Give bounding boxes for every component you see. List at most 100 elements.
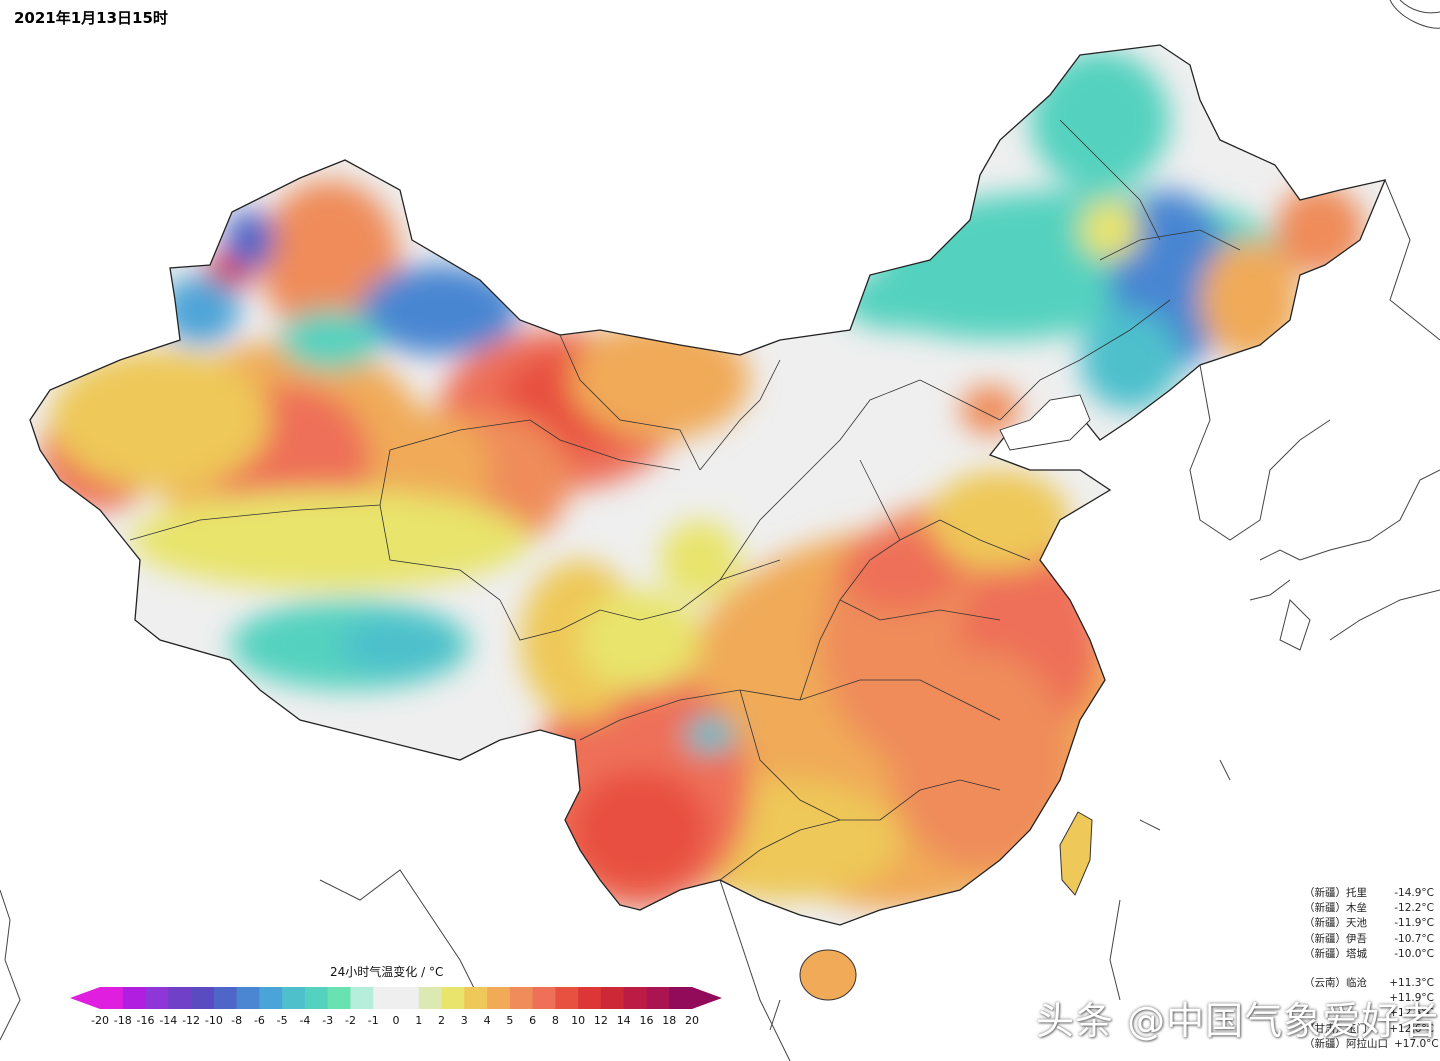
station-region: （新疆） xyxy=(1304,947,1346,960)
legend-swatch xyxy=(168,987,192,1009)
legend-swatch xyxy=(441,987,465,1009)
station-value: +11.9°C xyxy=(1389,992,1434,1005)
legend-swatch xyxy=(213,987,238,1009)
station-value: -10.7°C xyxy=(1394,932,1434,945)
station-region: （新疆） xyxy=(1304,1037,1346,1050)
legend-swatch xyxy=(669,987,693,1009)
legend-swatch xyxy=(555,987,579,1009)
legend-tick-label: 6 xyxy=(529,1014,537,1027)
legend-title: 24小时气温变化 / °C xyxy=(330,965,444,979)
station-row: +12.5°C xyxy=(1304,1006,1434,1021)
legend-tick-label: -2 xyxy=(344,1014,356,1027)
legend-tick-label: -8 xyxy=(231,1014,243,1027)
legend-tick-label: 10 xyxy=(571,1014,586,1027)
station-label: 临沧 xyxy=(1346,977,1367,990)
hainan-island xyxy=(799,949,857,1001)
legend-tick-label: 18 xyxy=(662,1014,677,1027)
station-region: （新疆） xyxy=(1304,902,1346,915)
legend-swatch xyxy=(532,987,556,1009)
station-row: （新疆）塔城 -10.0°C xyxy=(1304,947,1434,962)
legend-tick-label: -18 xyxy=(113,1014,132,1027)
legend-tick-label: 12 xyxy=(593,1014,608,1027)
station-name: （云南）临沧 xyxy=(1304,976,1373,991)
station-name: （甘肃）玉门 xyxy=(1304,1022,1373,1037)
timestamp-label: 2021年1月13日15时 xyxy=(14,9,168,27)
legend-swatch xyxy=(191,987,215,1009)
legend-swatch xyxy=(600,987,625,1009)
legend-tick-label: -14 xyxy=(159,1014,178,1027)
legend-tick-label: -20 xyxy=(91,1014,109,1027)
station-label: 玉门 xyxy=(1346,1022,1367,1035)
station-row: （新疆）木垒 -12.2°C xyxy=(1304,901,1434,916)
legend-tick-label: -16 xyxy=(136,1014,155,1027)
legend-tick-label: 2 xyxy=(438,1014,446,1027)
legend-labels: -20 -18 -16 -14 -12 -10 -8 -6 -5 -4 -3 -2 -1 0 1 2 3 4 5 6 8… xyxy=(70,1014,722,1030)
legend-tick-label: 20 xyxy=(685,1014,699,1027)
legend-swatch xyxy=(509,987,534,1009)
legend-tick-label: 3 xyxy=(460,1014,468,1027)
station-value: +12.6°C xyxy=(1389,1022,1434,1035)
legend-tick-label: -4 xyxy=(299,1014,311,1027)
legend-tick-label: 8 xyxy=(551,1014,559,1027)
station-value: -11.9°C xyxy=(1394,917,1434,930)
legend-swatch xyxy=(304,987,329,1009)
station-label: 阿拉山口 xyxy=(1346,1037,1388,1050)
station-name: （新疆）木垒 xyxy=(1304,901,1373,916)
legend-tick-label: 5 xyxy=(506,1014,514,1027)
station-label: 天池 xyxy=(1346,917,1367,930)
station-row: +11.9°C xyxy=(1304,991,1434,1006)
color-legend-bar xyxy=(70,987,722,1009)
legend-swatch xyxy=(487,987,511,1009)
station-name: （新疆）托里 xyxy=(1304,886,1373,901)
station-name: （新疆）天池 xyxy=(1304,916,1373,931)
station-region: （甘肃） xyxy=(1304,1022,1346,1035)
province-borders xyxy=(129,119,1241,881)
temperature-field xyxy=(40,50,1365,910)
station-value: -10.0°C xyxy=(1394,947,1434,960)
legend-swatch xyxy=(396,987,420,1009)
legend-swatch xyxy=(646,987,670,1009)
station-extremes: （新疆）托里 -14.9°C （新疆）木垒 -12.2°C （新疆）天池 -11.9°C （… xyxy=(1304,886,1439,1052)
station-label: 托里 xyxy=(1346,887,1367,899)
legend-tick-label: 0 xyxy=(392,1014,400,1027)
legend-swatch xyxy=(100,987,124,1009)
station-label: 木垒 xyxy=(1346,902,1367,915)
station-value: +12.5°C xyxy=(1389,1007,1434,1020)
station-value: +11.3°C xyxy=(1389,977,1434,990)
legend-swatch xyxy=(122,987,147,1009)
station-label: 塔城 xyxy=(1346,947,1367,960)
station-name: （新疆）伊吾 xyxy=(1304,932,1373,947)
legend-tick-label: 4 xyxy=(483,1014,491,1027)
legend-swatch xyxy=(327,987,351,1009)
legend-swatch xyxy=(464,987,488,1009)
legend-tick-label: -1 xyxy=(367,1014,379,1027)
station-region: （新疆） xyxy=(1304,887,1346,899)
legend-tick-label: 14 xyxy=(616,1014,631,1027)
neighbor-islands xyxy=(1139,549,1440,831)
legend-swatch xyxy=(236,987,260,1009)
legend-swatch xyxy=(259,987,283,1009)
taiwan-island xyxy=(1059,811,1093,896)
station-gap xyxy=(1304,962,1434,976)
station-row: （新疆）天池 -11.9°C xyxy=(1304,916,1434,931)
station-row: （云南）临沧 +11.3°C xyxy=(1304,976,1434,991)
station-region: （新疆） xyxy=(1304,932,1346,945)
station-row: （甘肃）玉门 +12.6°C xyxy=(1304,1022,1434,1037)
legend-tick-label: 1 xyxy=(415,1014,423,1027)
station-row: （新疆）伊吾 -10.7°C xyxy=(1304,932,1434,947)
station-region: （云南） xyxy=(1304,977,1346,990)
legend-swatch xyxy=(145,987,169,1009)
legend-arrow-right xyxy=(692,987,722,1009)
legend-tick-label: -6 xyxy=(253,1014,265,1027)
station-region: （新疆） xyxy=(1304,917,1346,930)
bohai-sea xyxy=(999,394,1091,451)
legend-swatch xyxy=(282,987,306,1009)
legend-swatch xyxy=(623,987,647,1009)
watermark: 头条 @中国气象爱好者 xyxy=(1036,999,1440,1043)
station-value: -14.9°C xyxy=(1394,887,1434,899)
legend-swatch xyxy=(373,987,397,1009)
station-row: （新疆）托里 -14.9°C xyxy=(1304,886,1434,901)
legend-swatch xyxy=(578,987,602,1009)
